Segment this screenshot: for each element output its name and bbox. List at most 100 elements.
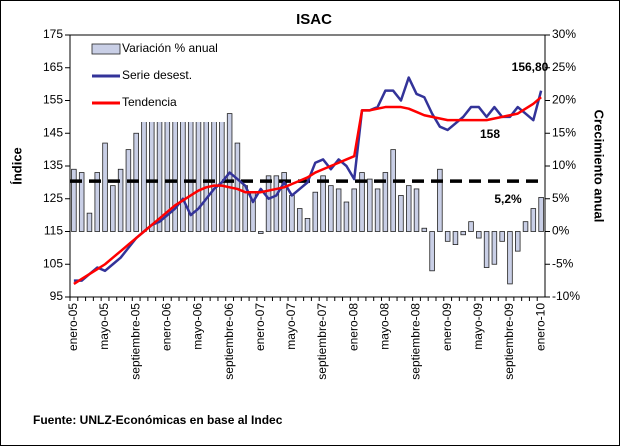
bar [265,175,272,232]
bar [289,195,295,232]
legend: Variación % anual Serie desest. Tendencia [86,40,226,122]
y-axis-label: Índice [9,147,24,185]
y-tick-label: 105 [43,256,63,270]
bar [483,231,490,268]
bar [125,149,132,232]
bar [273,175,280,232]
bar [476,231,482,239]
bar [149,113,155,232]
x-tick-label: enero-08 [346,303,360,351]
y2-tick-label: 20% [552,93,576,107]
bar [437,168,443,232]
bar [421,227,428,232]
bar [374,188,381,232]
bar [359,172,365,232]
bar [304,217,311,232]
x-tick-label: enero-09 [440,303,454,351]
annotation: 158 [480,127,500,141]
bar [234,142,241,232]
bar [444,231,451,242]
bar [141,119,147,232]
bar [507,231,513,285]
legend-label: Tendencia [122,95,177,109]
bar [320,175,326,232]
y-tick-label: 125 [43,191,63,205]
x-tick-label: mayo-07 [284,303,298,350]
bar [180,113,186,232]
y2-tick-label: 0% [552,224,570,238]
y2-axis-label: Crecimiento anual [592,110,607,223]
x-tick-label: enero-10 [533,303,547,351]
y-tick-label: 145 [43,125,63,139]
bar [351,188,357,232]
annotation: 156,80 [512,60,549,74]
x-tick-label: mayo-05 [97,303,111,350]
bar [117,168,124,232]
bar [530,208,537,232]
bar [102,142,108,232]
x-tick-label: enero-06 [160,303,174,351]
y2-tick-label: 25% [552,60,576,74]
x-tick-label: mayo-08 [378,303,392,350]
x-tick-label: septiembre-06 [222,303,236,380]
y-tick-label: 165 [43,60,63,74]
bar [86,212,93,232]
y2-tick-label: -10% [552,289,580,303]
bar [172,113,178,232]
legend-label: Serie desest. [122,68,192,82]
bar [429,231,435,272]
bar [398,195,404,232]
bar [258,231,264,234]
bar [382,172,389,232]
bar [335,188,342,232]
bar [538,197,544,232]
bar [328,185,334,232]
bar [491,231,498,265]
line-series [73,96,542,285]
bar [460,231,466,236]
x-tick-label: mayo-06 [191,303,205,350]
bar [312,191,319,232]
bar [468,221,474,232]
bar [219,113,225,232]
x-tick-label: enero-07 [253,303,267,351]
x-tick-label: enero-05 [66,303,80,351]
y2-tick-label: 5% [552,191,570,205]
bar [343,201,350,232]
bar [71,168,77,232]
bar [281,172,287,232]
y-tick-label: 135 [43,158,63,172]
x-tick-label: septiembre-08 [409,303,423,380]
annotation: 5,2% [494,192,522,206]
y2-tick-label: 10% [552,158,576,172]
legend-swatch [91,43,121,55]
bar [367,178,373,232]
bar [195,113,202,232]
bar [405,185,412,232]
x-tick-label: septiembre-05 [128,303,142,380]
bar [78,172,85,232]
chart-title: ISAC [296,11,332,28]
bar [413,188,420,232]
y-tick-label: 115 [44,224,63,238]
bar [94,172,100,232]
y-tick-label: 95 [50,289,64,303]
y-tick-label: 175 [43,27,63,41]
source: Fuente: UNLZ-Económicas en base al Indec [33,413,283,427]
y2-tick-label: 30% [552,27,576,41]
x-tick-label: septiembre-07 [315,303,329,380]
legend-label: Variación % anual [122,41,218,55]
bar [296,208,303,232]
y2-tick-label: 15% [552,125,576,139]
bar [452,231,459,245]
bar [110,185,116,232]
bar [522,221,529,232]
y-tick-label: 155 [43,93,63,107]
x-tick-label: septiembre-09 [502,303,516,380]
bar [156,113,163,232]
bar [390,149,396,232]
bar [499,231,505,242]
bar [211,113,217,232]
bar [203,113,210,232]
